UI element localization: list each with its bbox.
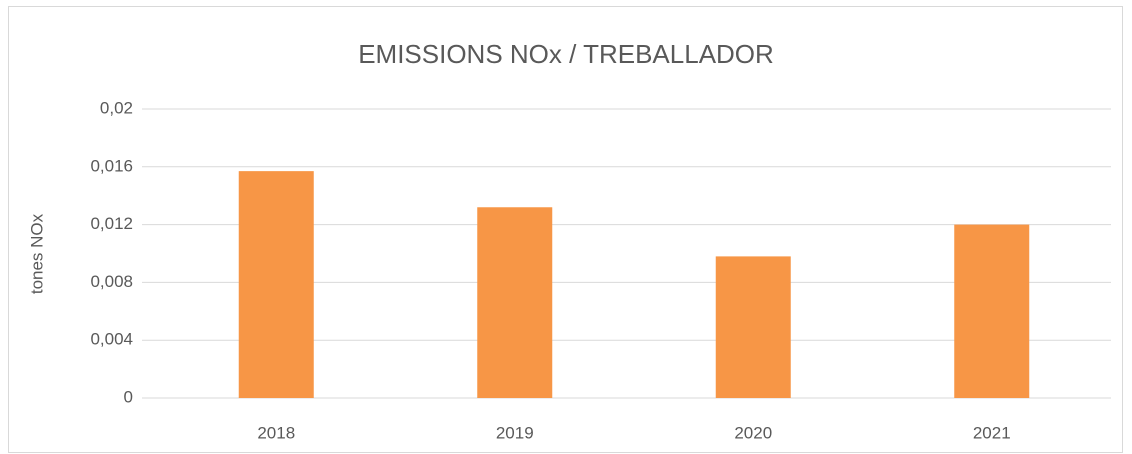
- y-tick-label: 0,016: [90, 156, 133, 175]
- y-tick-label: 0,02: [100, 98, 133, 117]
- x-tick-label: 2021: [973, 423, 1011, 442]
- bar: [477, 207, 553, 398]
- bar: [238, 171, 314, 398]
- y-tick-label: 0,012: [90, 214, 133, 233]
- bar: [715, 256, 791, 398]
- x-tick-label: 2018: [257, 423, 295, 442]
- chart-title: EMISSIONS NOx / TREBALLADOR: [358, 39, 774, 69]
- x-tick-label: 2020: [734, 423, 772, 442]
- x-tick-label: 2019: [496, 423, 534, 442]
- y-tick-label: 0,004: [90, 330, 133, 349]
- y-tick-label: 0: [124, 387, 133, 406]
- bar: [954, 224, 1030, 398]
- chart-frame: [8, 6, 1123, 453]
- y-axis-label: tones NOx: [27, 213, 46, 294]
- y-tick-label: 0,008: [90, 272, 133, 291]
